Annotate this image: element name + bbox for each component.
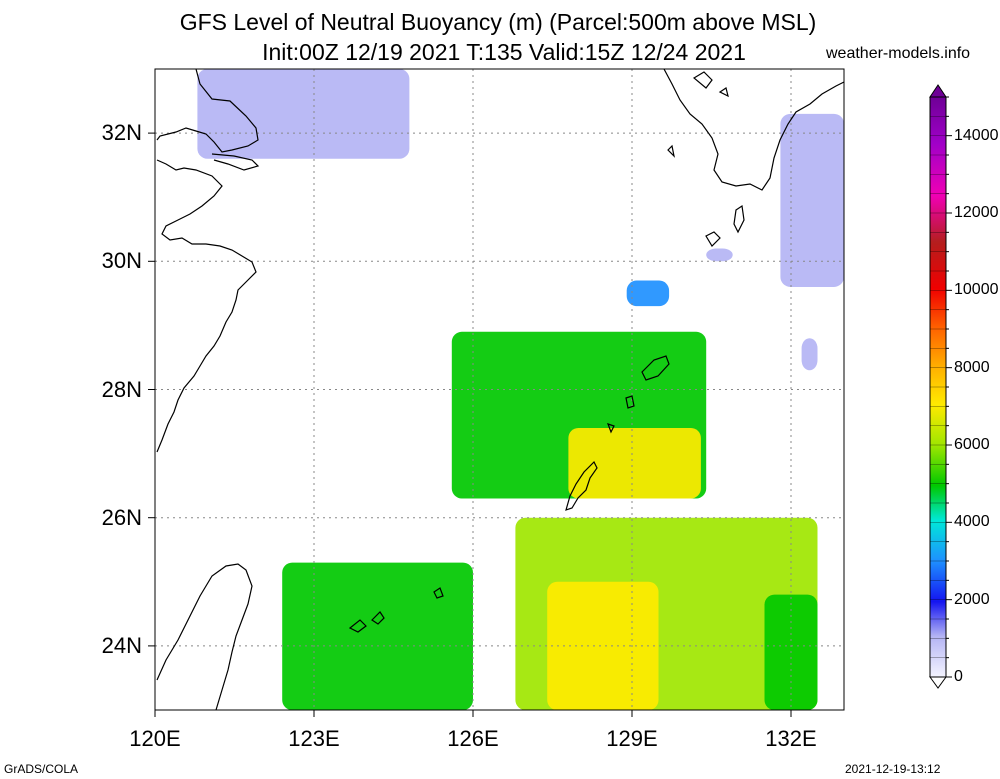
x-tick-label: 120E: [129, 726, 181, 751]
map-grid: [155, 69, 844, 710]
colorbar-label: 10000: [954, 281, 999, 299]
y-tick-label: 28N: [101, 376, 142, 402]
island-small-2: [606, 395, 635, 434]
chart-subtitle: Init:00Z 12/19 2021 T:135 Valid:15Z 12/2…: [262, 39, 746, 65]
field-region-cyan-patch: [626, 280, 670, 307]
x-tick-label: 123E: [288, 726, 340, 751]
island-small-1: [433, 587, 444, 599]
colorbar-label: 4000: [954, 513, 990, 531]
colorbar-label: 14000: [954, 126, 999, 144]
y-tick-label: 30N: [101, 248, 142, 274]
island-okinawa: [565, 460, 598, 511]
colorbar-label: 2000: [954, 590, 990, 608]
colorbar: [929, 84, 952, 689]
footer-credit: GrADS/COLA: [4, 762, 79, 776]
axis-ticks: [148, 132, 792, 717]
x-tick-label: 129E: [606, 726, 658, 751]
colorbar-label: 6000: [954, 436, 990, 453]
field-region-east-upper: [780, 113, 844, 287]
colorbar-label: 12000: [954, 204, 999, 221]
y-tick-label: 26N: [101, 504, 142, 530]
coastline-taiwan: [156, 563, 253, 710]
field-region-south-max: [547, 581, 659, 710]
field-region-blue-dots: [801, 338, 818, 371]
footer-timestamp: 2021-12-19-13:12: [845, 762, 941, 776]
coastline-shanghai-estuary: [211, 153, 260, 171]
coastline-korea-islands: [667, 71, 729, 158]
y-tick-label: 24N: [101, 632, 142, 658]
coastlines: [156, 69, 844, 710]
field-region-okinawa-max: [568, 427, 701, 499]
colorbar-top-arrow: [929, 84, 947, 98]
island-amami: [641, 355, 670, 381]
site-credit: weather-models.info: [826, 45, 971, 62]
x-tick-label: 132E: [765, 726, 817, 751]
field-region-shelf-north: [197, 69, 410, 159]
colorbar-label: 0: [954, 668, 963, 685]
island-tanegashima: [705, 204, 745, 247]
island-miyako: [348, 611, 385, 633]
field-region-southwest-band: [282, 562, 473, 710]
coastline-kyushu: [663, 69, 844, 191]
coastline-china: [156, 69, 259, 453]
x-tick-label: 126E: [447, 726, 499, 751]
colorbar-bottom-arrow: [929, 676, 947, 689]
y-tick-label: 32N: [101, 120, 142, 146]
colorbar-label: 8000: [954, 358, 990, 376]
field-region-north-patch: [706, 248, 733, 262]
chart-title: GFS Level of Neutral Buoyancy (m) (Parce…: [179, 9, 817, 35]
